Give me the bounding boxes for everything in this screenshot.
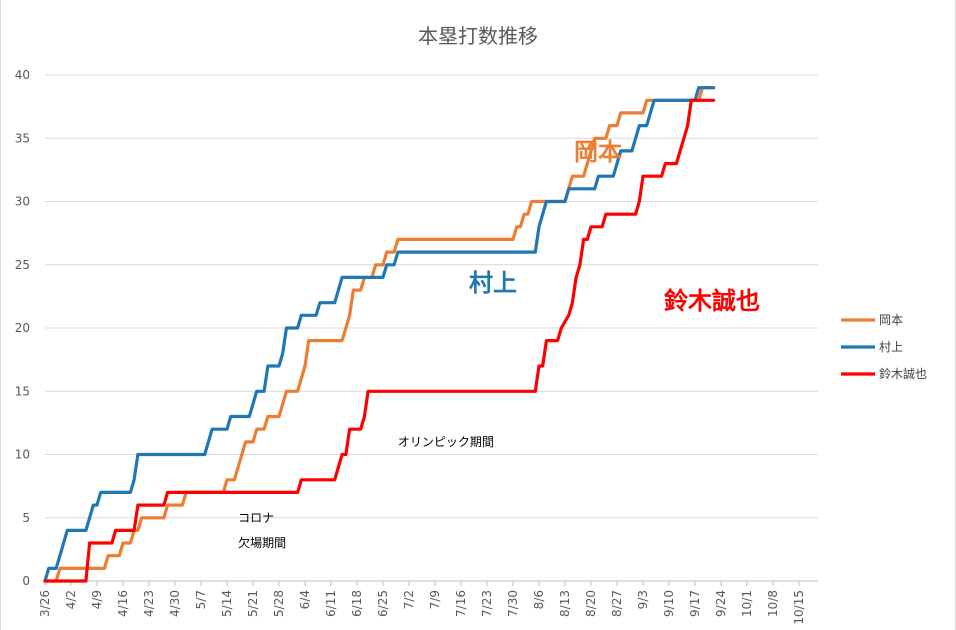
x-tick-label: 4/23 xyxy=(142,590,156,617)
series-line-2 xyxy=(43,98,716,583)
chart-title: 本塁打数推移 xyxy=(418,24,538,48)
x-tick-label: 10/15 xyxy=(792,590,806,625)
y-tick-label: 40 xyxy=(15,68,30,82)
series-line-0 xyxy=(43,86,716,583)
x-tick-label: 5/14 xyxy=(220,590,234,617)
x-tick-label: 7/2 xyxy=(402,590,416,609)
y-tick-label: 0 xyxy=(22,574,30,588)
x-tick-label: 3/26 xyxy=(38,590,52,617)
legend-entry: 村上 xyxy=(879,340,903,354)
annotation-text: コロナ xyxy=(238,511,274,525)
x-tick-label: 4/2 xyxy=(64,590,78,609)
series-label: 村上 xyxy=(469,269,517,297)
series-line-1 xyxy=(43,86,716,583)
series-label: 岡本 xyxy=(574,138,622,166)
series-label: 鈴木誠也 xyxy=(664,287,760,315)
x-tick-label: 7/9 xyxy=(428,590,442,609)
y-axis-ticks: 0 5 10 15 20 25 30 35 40 xyxy=(15,68,30,588)
x-tick-label: 9/24 xyxy=(714,590,728,617)
y-tick-label: 30 xyxy=(15,195,30,209)
x-tick-label: 8/6 xyxy=(532,590,546,609)
y-tick-label: 10 xyxy=(15,448,30,462)
x-tick-label: 5/21 xyxy=(246,590,260,617)
x-tick-label: 7/23 xyxy=(480,590,494,617)
y-tick-label: 5 xyxy=(22,511,30,525)
gridlines xyxy=(44,74,818,586)
x-tick-label: 6/4 xyxy=(298,590,312,609)
x-tick-label: 8/13 xyxy=(558,590,572,617)
x-tick-label: 5/28 xyxy=(272,590,286,617)
x-tick-label: 9/17 xyxy=(688,590,702,617)
legend-entry: 鈴木誠也 xyxy=(879,366,927,381)
x-tick-label: 7/16 xyxy=(454,590,468,617)
x-tick-label: 10/1 xyxy=(740,590,754,617)
x-tick-label: 6/25 xyxy=(376,590,390,617)
y-tick-label: 25 xyxy=(15,258,30,272)
x-tick-label: 9/3 xyxy=(636,590,650,609)
x-axis-ticks: 3/26 4/2 4/9 4/16 4/23 4/30 5/7 5/14 5/21 5/28 6/4… xyxy=(38,590,806,625)
legend-entry: 岡本 xyxy=(879,313,903,327)
series-lines xyxy=(43,86,716,583)
x-tick-label: 4/16 xyxy=(116,590,130,617)
x-tick-label: 6/11 xyxy=(324,590,338,617)
x-tick-label: 10/8 xyxy=(766,590,780,617)
x-tick-label: 7/30 xyxy=(506,590,520,617)
y-tick-label: 35 xyxy=(15,131,30,145)
y-tick-label: 20 xyxy=(15,321,30,335)
x-tick-label: 5/7 xyxy=(194,590,208,609)
y-tick-label: 15 xyxy=(15,384,30,398)
annotation-text: 欠場期間 xyxy=(238,535,286,550)
x-tick-label: 8/27 xyxy=(610,590,624,617)
x-tick-label: 8/20 xyxy=(584,590,598,617)
x-tick-label: 9/10 xyxy=(662,590,676,617)
x-tick-label: 6/18 xyxy=(350,590,364,617)
annotation-text: オリンピック期間 xyxy=(398,435,494,449)
x-tick-label: 4/30 xyxy=(168,590,182,617)
x-tick-label: 4/9 xyxy=(90,590,104,609)
